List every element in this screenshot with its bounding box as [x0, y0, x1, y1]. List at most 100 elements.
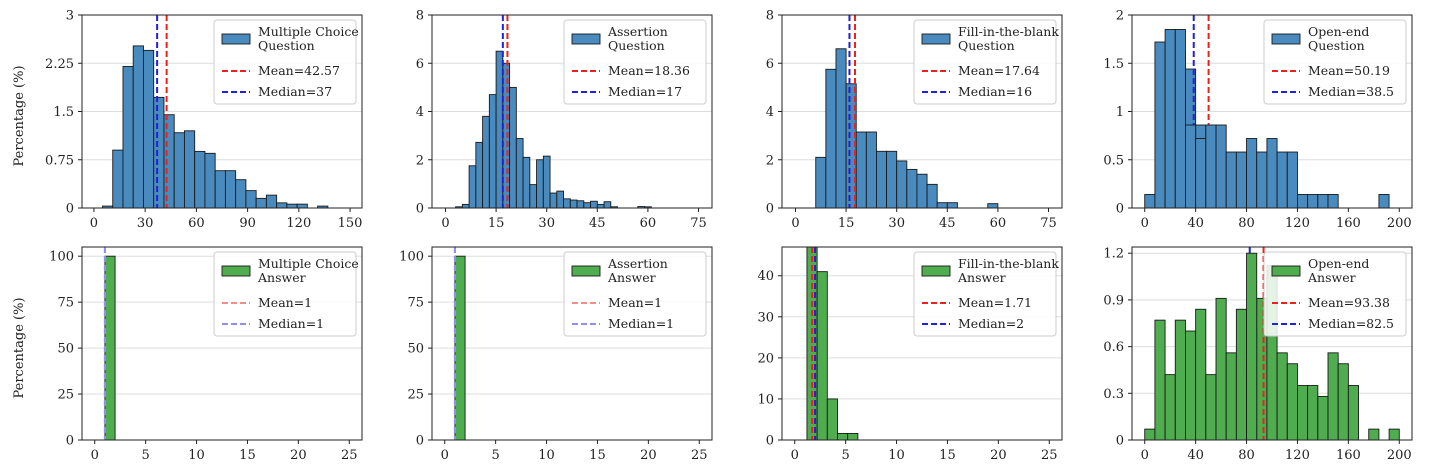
histogram-bar	[183, 130, 196, 209]
histogram-bar	[245, 190, 257, 209]
y-tick-label: 6	[416, 57, 424, 72]
histogram-bar	[509, 86, 517, 209]
histogram-bar	[1297, 385, 1309, 441]
legend-title-line2: Answer	[607, 270, 656, 285]
histogram-bar	[576, 200, 585, 209]
histogram-bar	[837, 432, 849, 441]
legend-mean-label: Mean=18.36	[608, 63, 690, 78]
histogram-panel: 0 5 10 15 20 25 0 10 20 30 40 Fill-in-the-blankAnsw…	[757, 246, 1063, 463]
y-tick-label: 4	[416, 105, 424, 120]
histogram-bar	[1195, 308, 1207, 441]
y-tick-label: 3	[66, 9, 74, 24]
histogram-bar	[549, 192, 558, 209]
y-tick-label: 1.5	[53, 105, 74, 120]
histogram-bar	[1246, 138, 1258, 209]
histogram-bar	[603, 201, 612, 209]
legend-median-label: Median=1	[258, 316, 324, 331]
histogram-bar	[569, 199, 578, 209]
x-tick-label: 0	[90, 216, 98, 231]
histogram-bar	[1246, 252, 1258, 441]
x-tick-label: 150	[338, 216, 363, 231]
histogram-bar	[1368, 428, 1380, 441]
legend-title-line1: Fill-in-the-blank	[958, 256, 1059, 271]
histogram-bar	[826, 398, 838, 441]
legend-swatch	[571, 265, 601, 277]
histogram-bar	[1347, 385, 1359, 441]
histogram-bar	[876, 150, 888, 209]
histogram-bar	[482, 115, 490, 209]
y-tick-label: 2	[766, 153, 774, 168]
x-tick-label: 200	[1387, 448, 1412, 463]
histogram-bar	[265, 194, 278, 209]
histogram-bar	[987, 203, 999, 209]
x-tick-label: 20	[990, 448, 1007, 463]
y-tick-label: 0	[416, 434, 424, 449]
x-tick-label: 45	[589, 216, 606, 231]
legend-title-line2: Question	[958, 38, 1015, 53]
histogram-bar	[1235, 151, 1247, 209]
histogram-bar	[286, 203, 298, 209]
legend-title-line2: Question	[258, 38, 315, 53]
histogram-bar	[1307, 385, 1319, 441]
x-tick-label: 5	[841, 448, 849, 463]
histogram-bar	[1276, 151, 1288, 209]
histogram-bar	[153, 96, 165, 209]
histogram-bar	[1195, 138, 1207, 209]
y-tick-label: 1.5	[1103, 57, 1124, 72]
y-tick-label: 0.9	[1103, 293, 1124, 308]
legend-mean-label: Mean=1	[258, 295, 312, 310]
x-tick-label: 15	[589, 448, 606, 463]
legend-swatch	[221, 265, 251, 277]
x-tick-label: 160	[1336, 448, 1361, 463]
legend-mean-label: Mean=42.57	[258, 63, 340, 78]
y-axis-label-bottom: Percentage (%)	[12, 297, 27, 398]
axes-frame	[431, 246, 713, 441]
x-tick-label: 80	[1238, 216, 1255, 231]
histogram-bar	[235, 179, 247, 209]
histogram-bar	[1144, 194, 1156, 209]
x-tick-label: 90	[239, 216, 256, 231]
legend-title-line1: Open-end	[1308, 24, 1369, 39]
y-tick-label: 50	[57, 342, 74, 357]
histogram-bar	[1256, 151, 1268, 209]
histogram-bar	[296, 203, 308, 209]
y-tick-label: 75	[407, 296, 424, 311]
x-tick-label: 200	[1387, 216, 1412, 231]
legend-title-line2: Answer	[1307, 270, 1356, 285]
histogram-bar	[502, 62, 511, 209]
histogram-bar	[495, 50, 504, 209]
y-tick-label: 4	[766, 105, 774, 120]
y-tick-label: 0	[66, 434, 74, 449]
y-tick-label: 8	[766, 9, 774, 24]
y-tick-label: 100	[49, 250, 74, 265]
histogram-bar	[1225, 151, 1237, 209]
x-tick-label: 15	[838, 216, 855, 231]
y-axis-label-top: Percentage (%)	[12, 65, 27, 166]
histogram-bar	[855, 131, 867, 209]
histogram-bar	[835, 48, 847, 209]
legend-swatch	[1271, 33, 1301, 45]
x-tick-label: 160	[1336, 216, 1361, 231]
x-tick-label: 10	[888, 448, 905, 463]
x-tick-label: 10	[188, 448, 205, 463]
y-tick-label: 2.25	[45, 57, 74, 72]
x-tick-label: 15	[488, 216, 505, 231]
histogram-bar	[815, 156, 827, 209]
y-tick-label: 20	[757, 351, 774, 366]
histogram-bar	[946, 202, 958, 209]
histogram-bar	[1378, 194, 1390, 209]
y-tick-label: 0	[766, 202, 774, 217]
y-tick-label: 100	[399, 250, 424, 265]
x-tick-label: 45	[939, 216, 956, 231]
legend-median-label: Median=38.5	[1308, 84, 1394, 99]
histogram-bar	[926, 183, 938, 209]
histogram-bar	[1185, 124, 1197, 209]
histogram-bar	[132, 45, 144, 209]
x-tick-label: 0	[791, 448, 799, 463]
y-tick-label: 8	[416, 9, 424, 24]
x-tick-label: 5	[141, 448, 149, 463]
histogram-panel: 0 15 30 45 60 75 0 2 4 6 8 Fill-in-the-blankQuestio…	[766, 9, 1063, 231]
